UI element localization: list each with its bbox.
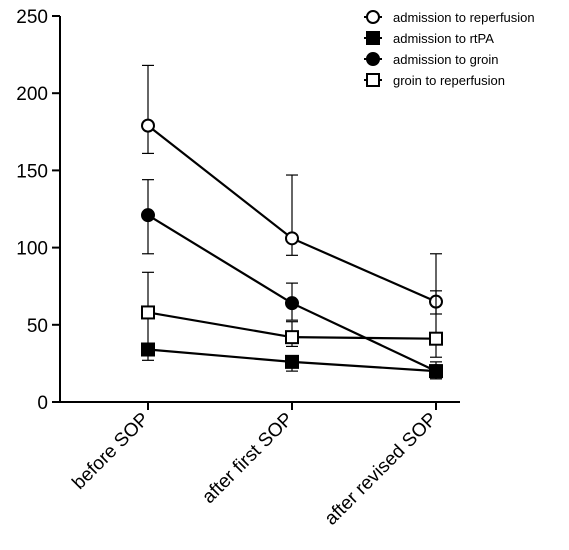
series-group [141,271,443,358]
series-group [141,179,443,380]
x-tick-label: after revised SOP [321,409,442,530]
y-tick-label: 0 [37,393,48,414]
y-tick-label: 250 [16,7,48,28]
axes [59,16,460,403]
data-point [141,305,155,320]
series-group [141,342,443,380]
data-point [429,331,443,346]
y-tick-label: 50 [27,316,48,337]
legend-marker [366,31,380,45]
legend: admission to reperfusion admission to rtP… [364,10,535,88]
y-tick-label: 100 [16,239,48,260]
data-point [141,208,155,223]
legend-item: admission to reperfusion [364,10,535,25]
x-ticks: before SOP after first SOP after revised S… [68,402,442,530]
legend-marker [366,73,380,87]
data-point [285,296,299,311]
y-ticks: 0 50 100 150 200 250 [16,7,60,414]
data-point [285,354,299,369]
legend-item: groin to reperfusion [364,73,505,88]
legend-marker [366,10,380,24]
series-group [141,64,443,315]
y-tick-label: 200 [16,84,48,105]
series-layer [141,64,443,380]
legend-item: admission to rtPA [364,31,494,46]
legend-label: admission to groin [393,52,499,67]
x-tick-label: before SOP [68,409,153,494]
y-tick-label: 150 [16,161,48,182]
legend-label: admission to rtPA [393,31,494,46]
legend-label: admission to reperfusion [393,10,535,25]
legend-marker [366,52,380,66]
x-tick-label: after first SOP [198,409,297,508]
data-point [429,364,443,379]
data-point [141,118,155,133]
data-point [285,231,299,246]
legend-label: groin to reperfusion [393,73,505,88]
legend-item: admission to groin [364,52,499,67]
data-point [285,330,299,345]
